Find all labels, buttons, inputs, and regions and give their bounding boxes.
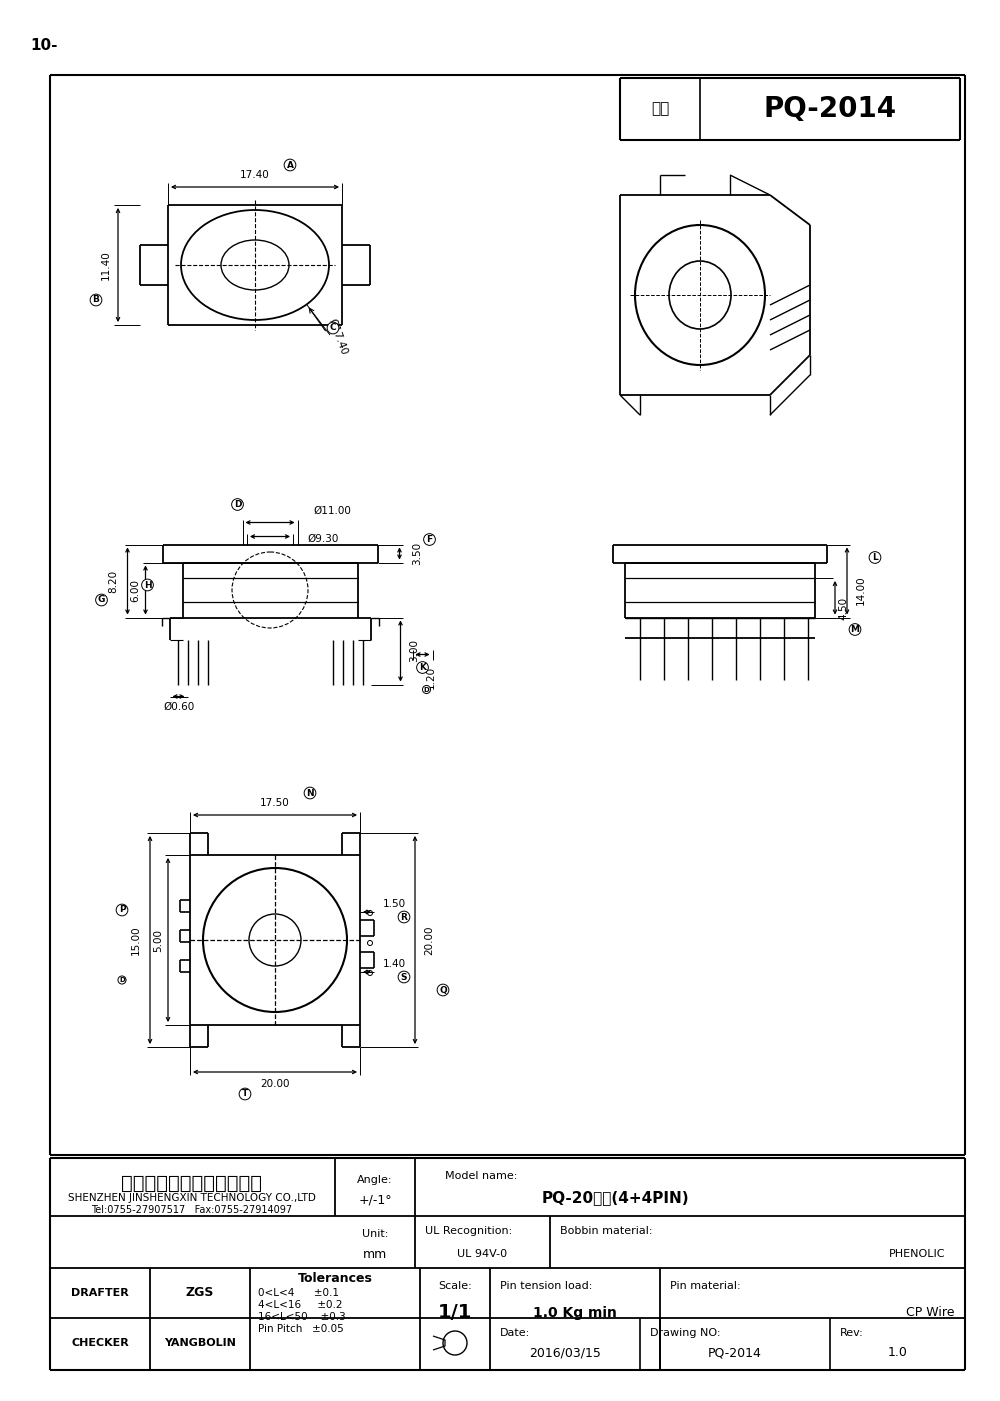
Text: PQ-20立式(4+4PIN): PQ-20立式(4+4PIN) [541,1191,689,1205]
Text: 15.00: 15.00 [131,925,141,955]
Text: 16<L<50    ±0.3: 16<L<50 ±0.3 [258,1311,346,1323]
Text: Angle:: Angle: [357,1175,393,1185]
Text: SHENZHEN JINSHENGXIN TECHNOLOGY CO.,LTD: SHENZHEN JINSHENGXIN TECHNOLOGY CO.,LTD [68,1194,316,1203]
Text: Ø17.40: Ø17.40 [327,318,349,357]
Text: 14.00: 14.00 [856,576,866,605]
Text: 3.00: 3.00 [410,639,420,663]
Text: 0<L<4      ±0.1: 0<L<4 ±0.1 [258,1288,339,1297]
Text: mm: mm [363,1247,387,1261]
Text: N: N [306,789,314,797]
Text: PHENOLIC: PHENOLIC [889,1250,945,1259]
Text: 1.0: 1.0 [888,1346,907,1359]
Text: Rev:: Rev: [840,1328,864,1338]
Text: 1.50: 1.50 [382,899,406,909]
Text: C: C [330,324,336,332]
Text: 10-: 10- [30,38,58,52]
Text: B: B [93,296,99,304]
Text: 20.00: 20.00 [424,925,434,954]
Text: 2016/03/15: 2016/03/15 [529,1346,601,1359]
Text: K: K [419,663,426,672]
Text: S: S [401,972,407,982]
Text: Date:: Date: [500,1328,530,1338]
Text: Tel:0755-27907517   Fax:0755-27914097: Tel:0755-27907517 Fax:0755-27914097 [91,1205,293,1215]
Text: 6.00: 6.00 [130,579,140,601]
Text: Q: Q [439,985,447,995]
Text: 深圳市金盛鑫科技有限公司: 深圳市金盛鑫科技有限公司 [122,1174,262,1192]
Text: H: H [144,580,151,590]
Text: Pin Pitch   ±0.05: Pin Pitch ±0.05 [258,1324,344,1334]
Text: A: A [287,161,294,170]
Text: 5.00: 5.00 [153,929,163,951]
Text: Ø9.30: Ø9.30 [307,534,339,544]
Text: Scale:: Scale: [438,1281,472,1290]
Text: 4<L<16     ±0.2: 4<L<16 ±0.2 [258,1300,342,1310]
Text: Drawing NO:: Drawing NO: [650,1328,720,1338]
Text: M: M [850,625,860,635]
Text: Model name:: Model name: [445,1171,517,1181]
Text: Unit:: Unit: [362,1229,388,1238]
Text: L: L [872,553,878,562]
Text: 4.50: 4.50 [838,597,848,621]
Text: 8.20: 8.20 [108,569,119,593]
Text: PQ-2014: PQ-2014 [763,95,897,123]
Text: YANGBOLIN: YANGBOLIN [164,1338,236,1348]
Text: Pin tension load:: Pin tension load: [500,1281,592,1290]
Text: Pin material:: Pin material: [670,1281,741,1290]
Text: Ø11.00: Ø11.00 [314,506,351,516]
Text: 17.50: 17.50 [260,799,290,808]
Text: 20.00: 20.00 [260,1079,290,1089]
Text: D: D [234,500,241,509]
Text: 3.50: 3.50 [413,542,422,565]
Text: UL 94V-0: UL 94V-0 [457,1250,508,1259]
Text: D: D [424,686,429,692]
Text: 1.20: 1.20 [426,665,436,689]
Text: ZGS: ZGS [186,1286,214,1300]
Text: P: P [119,905,125,915]
Text: 1.0 Kg min: 1.0 Kg min [533,1306,617,1320]
Text: 1/1: 1/1 [438,1303,472,1323]
Text: DRAFTER: DRAFTER [71,1288,129,1297]
Text: T: T [242,1090,248,1098]
Text: 型号: 型号 [651,101,669,116]
Text: CHECKER: CHECKER [71,1338,129,1348]
Text: 11.40: 11.40 [101,251,111,280]
Text: PQ-2014: PQ-2014 [708,1346,762,1359]
Text: CP Wire: CP Wire [906,1307,955,1320]
Text: UL Recognition:: UL Recognition: [425,1226,512,1236]
Text: F: F [426,535,433,544]
Text: Ø0.60: Ø0.60 [164,702,195,712]
Text: +/-1°: +/-1° [358,1194,392,1206]
Text: G: G [98,595,105,604]
Text: 17.40: 17.40 [240,170,270,179]
Text: D: D [119,976,125,984]
Text: Bobbin material:: Bobbin material: [560,1226,652,1236]
Text: R: R [401,912,407,922]
Text: Tolerances: Tolerances [298,1272,372,1285]
Text: 1.40: 1.40 [382,960,406,969]
